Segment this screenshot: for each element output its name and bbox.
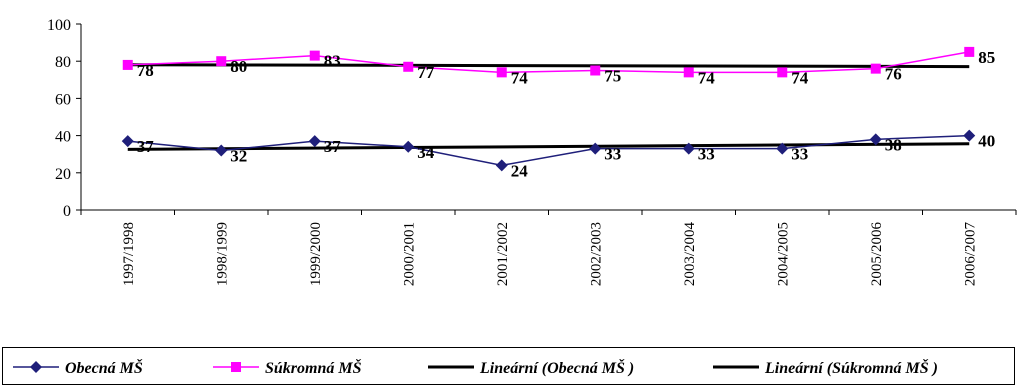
- x-tick-label: 1999/2000: [308, 222, 324, 286]
- series: [121, 46, 976, 172]
- legend-item-4: Lineární (Súkromná MŠ ): [713, 358, 938, 377]
- data-point: [495, 159, 508, 172]
- x-tick-label: 2002/2003: [588, 222, 604, 286]
- x-tick-label: 2003/2004: [682, 222, 698, 287]
- data-label: 24: [511, 161, 529, 180]
- data-label: 33: [604, 145, 621, 164]
- data-point: [308, 135, 321, 148]
- y-tick-label: 60: [55, 91, 71, 108]
- data-label: 32: [230, 146, 247, 165]
- data-label: 80: [230, 57, 247, 76]
- data-label: 76: [885, 65, 902, 84]
- trendline-2: [127, 63, 970, 69]
- data-point: [869, 133, 882, 146]
- x-tick-label: 2000/2001: [401, 222, 417, 286]
- legend: Obecná MŠ Súkromná MŠ Lineární (Obecná MŠ …: [2, 347, 1015, 385]
- data-label: 33: [791, 145, 808, 164]
- series-line-1: [127, 134, 970, 167]
- legend-item-1: Obecná MŠ: [13, 358, 143, 377]
- data-label: 38: [885, 135, 902, 154]
- legend-marker: [30, 361, 42, 373]
- data-point: [402, 140, 415, 153]
- legend-item-2: Súkromná MŠ: [213, 358, 362, 377]
- legend-marker: [231, 362, 241, 372]
- x-tick-label: 2004/2005: [775, 222, 791, 286]
- data-labels: 37 32 37 34 24 33 33 33 38 40 78 80 83 77 74 75 74 74 76 85: [137, 48, 996, 180]
- data-point: [590, 65, 601, 76]
- data-label: 85: [978, 48, 995, 67]
- legend-label: Obecná MŠ: [65, 358, 143, 377]
- x-tick-label: 2005/2006: [869, 222, 885, 287]
- trendlines: [127, 63, 970, 151]
- data-point: [682, 142, 695, 155]
- data-label: 74: [698, 68, 716, 87]
- data-label: 33: [698, 145, 715, 164]
- y-tick-label: 0: [63, 203, 71, 220]
- data-label: 40: [978, 132, 995, 151]
- data-label: 74: [511, 68, 529, 87]
- legend-item-3: Lineární (Obecná MŠ ): [428, 358, 634, 377]
- data-point: [496, 67, 507, 78]
- series-line-2: [127, 51, 970, 74]
- data-point: [683, 67, 694, 78]
- data-label: 77: [417, 63, 435, 82]
- line-chart: 0 20 40 60 80 100 1997/1998 1998/1999 1999/2000…: [47, 17, 1017, 287]
- data-point: [870, 63, 881, 74]
- x-tick-label: 2006/2007: [962, 222, 978, 287]
- legend-label: Lineární (Súkromná MŠ ): [764, 358, 938, 377]
- data-point: [309, 50, 320, 61]
- data-point: [963, 129, 976, 142]
- x-axis: 1997/1998 1998/1999 1999/2000 2000/2001 2001…: [80, 209, 1017, 287]
- data-label: 34: [417, 143, 435, 162]
- data-label: 75: [604, 67, 621, 86]
- y-tick-label: 100: [47, 17, 71, 34]
- y-axis: 0 20 40 60 80 100: [47, 17, 82, 220]
- data-label: 83: [324, 52, 341, 71]
- x-tick-label: 1997/1998: [121, 222, 137, 286]
- y-tick-label: 20: [55, 166, 71, 183]
- data-label: 78: [137, 61, 154, 80]
- data-point: [216, 56, 227, 67]
- data-point: [121, 135, 134, 148]
- data-point: [776, 142, 789, 155]
- x-tick-label: 1998/1999: [214, 222, 230, 286]
- y-tick-label: 80: [55, 54, 71, 71]
- y-tick-label: 40: [55, 129, 71, 146]
- legend-label: Súkromná MŠ: [265, 358, 362, 377]
- x-tick-label: 2001/2002: [495, 222, 511, 286]
- data-point: [589, 142, 602, 155]
- data-point: [215, 144, 228, 157]
- data-point: [122, 59, 133, 70]
- data-point: [777, 67, 788, 78]
- legend-label: Lineární (Obecná MŠ ): [479, 358, 634, 377]
- data-point: [403, 61, 414, 72]
- data-point: [964, 46, 975, 57]
- data-label: 37: [137, 137, 155, 156]
- data-label: 37: [324, 137, 342, 156]
- data-label: 74: [791, 68, 809, 87]
